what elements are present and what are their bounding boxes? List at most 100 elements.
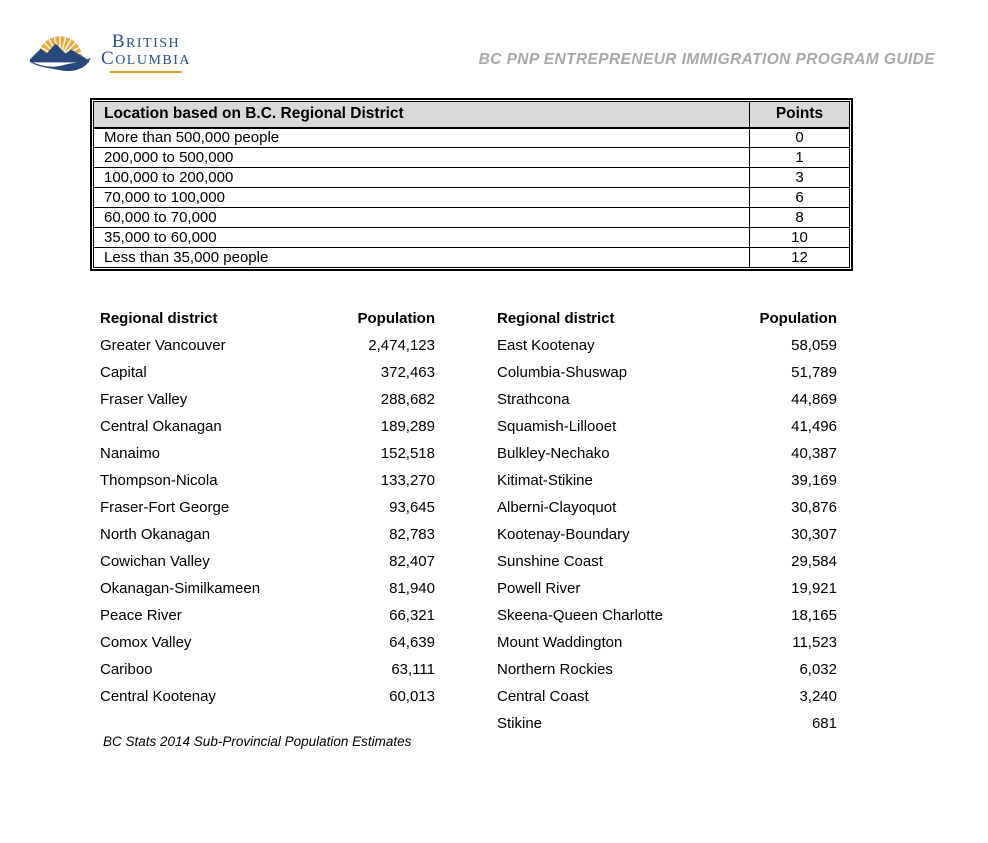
points-value-cell: 6 (749, 187, 850, 208)
points-table-body: More than 500,000 people 0 200,000 to 50… (93, 127, 850, 268)
points-table-row: 60,000 to 70,000 8 (93, 207, 850, 228)
points-table-header-row: Location based on B.C. Regional District… (93, 101, 850, 129)
district-population: 2,474,123 (368, 337, 435, 354)
district-population: 63,111 (391, 661, 435, 678)
district-row: Bulkley-Nechako 40,387 (497, 440, 837, 467)
location-range-cell: 35,000 to 60,000 (93, 227, 750, 248)
district-row: Strathcona 44,869 (497, 386, 837, 413)
district-name: Kitimat-Stikine (497, 472, 593, 489)
points-value-cell: 8 (749, 207, 850, 228)
district-population: 6,032 (799, 661, 837, 678)
district-population: 39,169 (791, 472, 837, 489)
points-table-location-header: Location based on B.C. Regional District (93, 101, 750, 129)
points-table-row: Less than 35,000 people 12 (93, 247, 850, 268)
district-row: Skeena-Queen Charlotte 18,165 (497, 602, 837, 629)
district-name: Powell River (497, 580, 581, 597)
population-column-header: Population (759, 310, 838, 327)
district-population: 40,387 (791, 445, 837, 462)
bc-sunrise-logo-icon (28, 35, 91, 72)
district-population: 58,059 (791, 337, 837, 354)
district-name: Cowichan Valley (100, 553, 210, 570)
district-row: Nanaimo 152,518 (100, 440, 435, 467)
logo-gold-underline (110, 71, 183, 73)
district-name: Nanaimo (100, 445, 161, 462)
district-name: Thompson-Nicola (100, 472, 218, 489)
district-column-header: Regional district (497, 310, 615, 327)
points-value-cell: 10 (749, 227, 850, 248)
district-population: 372,463 (380, 364, 435, 381)
district-list-right: Regional district Population East Kooten… (497, 305, 837, 737)
district-population: 82,407 (389, 553, 435, 570)
district-name: Strathcona (497, 391, 570, 408)
district-name: Fraser-Fort George (100, 499, 230, 516)
district-population: 41,496 (791, 418, 837, 435)
district-row: Central Okanagan 189,289 (100, 413, 435, 440)
district-name: Greater Vancouver (100, 337, 226, 354)
points-table-row: 70,000 to 100,000 6 (93, 187, 850, 208)
points-table-points-header: Points (749, 101, 850, 129)
district-list-right-header: Regional district Population (497, 305, 837, 332)
points-value-cell: 0 (749, 127, 850, 148)
district-row: Columbia-Shuswap 51,789 (497, 359, 837, 386)
district-row: Squamish-Lillooet 41,496 (497, 413, 837, 440)
district-population: 18,165 (791, 607, 837, 624)
district-row: Sunshine Coast 29,584 (497, 548, 837, 575)
district-name: Sunshine Coast (497, 553, 603, 570)
district-name: Northern Rockies (497, 661, 613, 678)
district-row: East Kootenay 58,059 (497, 332, 837, 359)
district-list-left-rows: Greater Vancouver 2,474,123 Capital 372,… (100, 332, 435, 710)
district-row: Kitimat-Stikine 39,169 (497, 467, 837, 494)
district-population: 66,321 (389, 607, 435, 624)
district-row: Alberni-Clayoquot 30,876 (497, 494, 837, 521)
district-row: Mount Waddington 11,523 (497, 629, 837, 656)
points-table: Location based on B.C. Regional District… (90, 98, 853, 271)
district-name: Bulkley-Nechako (497, 445, 610, 462)
district-name: Fraser Valley (100, 391, 188, 408)
district-population: 288,682 (380, 391, 435, 408)
district-list-left: Regional district Population Greater Van… (100, 305, 435, 737)
location-range-cell: 100,000 to 200,000 (93, 167, 750, 188)
location-range-cell: 70,000 to 100,000 (93, 187, 750, 208)
district-population: 29,584 (791, 553, 837, 570)
points-table-row: 100,000 to 200,000 3 (93, 167, 850, 188)
district-row: Powell River 19,921 (497, 575, 837, 602)
district-population: 51,789 (791, 364, 837, 381)
district-name: Alberni-Clayoquot (497, 499, 617, 516)
district-row: Peace River 66,321 (100, 602, 435, 629)
document-title: BC PNP ENTREPRENEUR IMMIGRATION PROGRAM … (478, 51, 935, 68)
logo-wordmark: BRITISH COLUMBIA (101, 34, 191, 73)
district-row: Central Coast 3,240 (497, 683, 837, 710)
points-value-cell: 1 (749, 147, 850, 168)
district-name: Capital (100, 364, 147, 381)
population-column-header: Population (357, 310, 436, 327)
district-name: Cariboo (100, 661, 153, 678)
district-name: Mount Waddington (497, 634, 623, 651)
district-row: Central Kootenay 60,013 (100, 683, 435, 710)
district-population: 133,270 (380, 472, 435, 489)
location-range-cell: Less than 35,000 people (93, 247, 750, 268)
district-name: Central Kootenay (100, 688, 216, 705)
district-name: North Okanagan (100, 526, 211, 543)
district-row: Kootenay-Boundary 30,307 (497, 521, 837, 548)
district-population: 152,518 (380, 445, 435, 462)
district-name: Squamish-Lillooet (497, 418, 617, 435)
district-name: Columbia-Shuswap (497, 364, 628, 381)
district-population: 30,307 (791, 526, 837, 543)
district-name: Central Okanagan (100, 418, 222, 435)
district-population: 189,289 (380, 418, 435, 435)
bc-government-logo: BRITISH COLUMBIA (28, 24, 191, 78)
points-value-cell: 3 (749, 167, 850, 188)
district-row: Greater Vancouver 2,474,123 (100, 332, 435, 359)
location-range-cell: 60,000 to 70,000 (93, 207, 750, 228)
district-population: 681 (811, 715, 837, 732)
points-table-row: 35,000 to 60,000 10 (93, 227, 850, 248)
district-row: Northern Rockies 6,032 (497, 656, 837, 683)
district-list-left-header: Regional district Population (100, 305, 435, 332)
logo-wordmark-british: BRITISH (111, 31, 181, 52)
logo-wordmark-columbia: COLUMBIA (101, 48, 192, 69)
district-population: 44,869 (791, 391, 837, 408)
district-name: Okanagan-Similkameen (100, 580, 261, 597)
district-population: 19,921 (791, 580, 837, 597)
district-population-lists: Regional district Population Greater Van… (100, 305, 837, 737)
district-row: Fraser Valley 288,682 (100, 386, 435, 413)
